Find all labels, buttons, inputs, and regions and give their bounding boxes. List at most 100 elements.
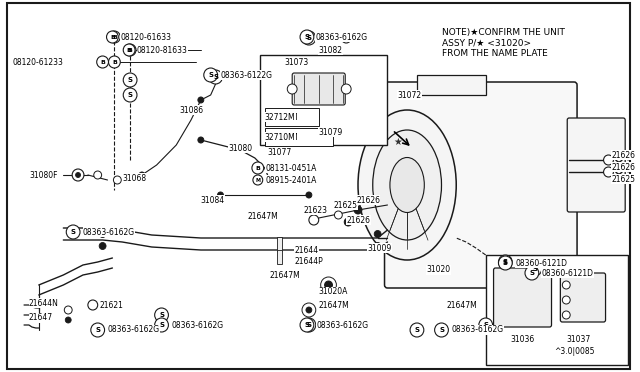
Circle shape (113, 176, 121, 184)
Text: S: S (439, 327, 444, 333)
Circle shape (563, 311, 570, 319)
Circle shape (300, 30, 314, 44)
Text: 08360-6121D: 08360-6121D (541, 269, 594, 278)
Text: 32710M: 32710M (265, 132, 296, 141)
Circle shape (499, 256, 512, 270)
Circle shape (209, 70, 223, 84)
Circle shape (341, 84, 351, 94)
FancyBboxPatch shape (493, 268, 552, 327)
Text: B: B (110, 35, 115, 39)
FancyBboxPatch shape (385, 82, 577, 288)
Text: 31020: 31020 (427, 266, 451, 275)
Circle shape (374, 231, 381, 237)
Text: 31009: 31009 (368, 244, 392, 253)
Text: ★: ★ (393, 137, 402, 147)
Text: 31073: 31073 (284, 58, 308, 67)
Text: S: S (127, 77, 132, 83)
Text: 08120-61633: 08120-61633 (120, 32, 172, 42)
Text: B: B (127, 48, 132, 52)
FancyBboxPatch shape (292, 73, 345, 105)
Bar (278, 237, 282, 251)
FancyBboxPatch shape (567, 118, 625, 212)
Circle shape (65, 317, 71, 323)
Text: 21647M: 21647M (447, 301, 477, 310)
Circle shape (287, 84, 297, 94)
Text: S: S (159, 312, 164, 318)
Text: B: B (112, 35, 117, 39)
Text: 31068: 31068 (122, 173, 147, 183)
Text: 31084: 31084 (201, 196, 225, 205)
Text: S: S (70, 229, 76, 235)
Text: 08363-6162G: 08363-6162G (451, 326, 504, 334)
Text: S: S (503, 259, 508, 265)
Text: 08363-6162G: 08363-6162G (317, 321, 369, 330)
Text: S: S (208, 72, 213, 78)
Bar (265, 108, 319, 126)
Text: S: S (127, 92, 132, 98)
Text: 21626: 21626 (611, 163, 636, 171)
Circle shape (479, 318, 493, 332)
Circle shape (124, 44, 135, 56)
Circle shape (64, 306, 72, 314)
Text: 08131-0451A: 08131-0451A (266, 164, 317, 173)
Text: 32712M: 32712M (265, 112, 295, 122)
Text: 31080F: 31080F (29, 170, 58, 180)
Circle shape (99, 231, 106, 237)
Circle shape (252, 162, 264, 174)
Circle shape (604, 167, 613, 177)
Text: 31072: 31072 (397, 90, 421, 99)
Circle shape (198, 137, 204, 143)
Circle shape (335, 211, 342, 219)
Text: 21625: 21625 (333, 201, 358, 209)
Text: 31086: 31086 (179, 106, 204, 115)
Circle shape (139, 172, 145, 178)
Circle shape (198, 97, 204, 103)
Text: S: S (305, 322, 309, 328)
Text: S: S (307, 35, 312, 41)
Text: 31079: 31079 (319, 128, 343, 137)
Text: B: B (100, 60, 105, 64)
Circle shape (300, 318, 314, 332)
Circle shape (155, 308, 168, 322)
Ellipse shape (390, 157, 424, 212)
Text: 08120-81633: 08120-81633 (137, 45, 188, 55)
Circle shape (302, 318, 316, 332)
Circle shape (266, 176, 273, 183)
Circle shape (306, 192, 312, 198)
Bar (486, 255, 628, 365)
Circle shape (91, 323, 104, 337)
Text: 08363-6162G: 08363-6162G (316, 32, 368, 42)
Text: 31077: 31077 (268, 148, 292, 157)
Circle shape (94, 171, 102, 179)
Text: S: S (415, 327, 419, 333)
Circle shape (306, 307, 312, 313)
Text: S: S (305, 34, 309, 40)
Circle shape (218, 192, 223, 198)
Ellipse shape (358, 110, 456, 260)
Circle shape (124, 73, 137, 87)
Circle shape (106, 31, 118, 43)
Circle shape (563, 296, 570, 304)
Circle shape (525, 266, 539, 280)
Circle shape (528, 262, 541, 276)
Text: S: S (532, 266, 538, 272)
FancyBboxPatch shape (561, 273, 605, 322)
Circle shape (67, 225, 80, 239)
Text: 08363-6162G: 08363-6162G (172, 321, 223, 330)
Text: 21647M: 21647M (269, 272, 300, 280)
Circle shape (354, 206, 362, 214)
Text: 21647: 21647 (29, 314, 53, 323)
Circle shape (76, 173, 81, 177)
Text: 32712M: 32712M (268, 112, 298, 122)
Text: S: S (159, 322, 164, 328)
Circle shape (302, 31, 316, 45)
Text: 08363-6162G: 08363-6162G (108, 326, 159, 334)
Text: 08915-2401A: 08915-2401A (266, 176, 317, 185)
Text: 21623: 21623 (304, 205, 328, 215)
Text: 31020A: 31020A (319, 288, 348, 296)
Text: S: S (213, 74, 218, 80)
Circle shape (309, 215, 319, 225)
Text: B: B (255, 166, 260, 170)
Text: S: S (529, 270, 534, 276)
Circle shape (604, 155, 613, 165)
